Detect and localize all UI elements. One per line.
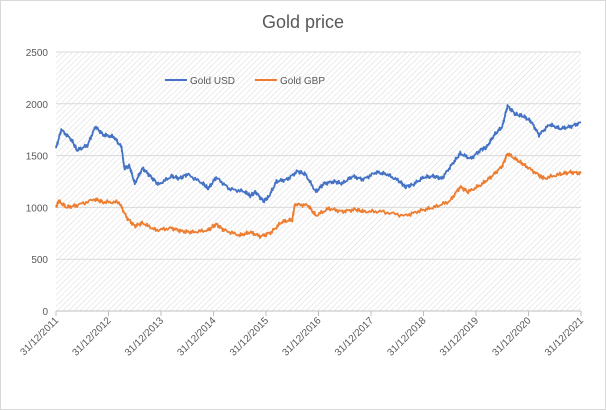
y-tick-label: 2000 bbox=[26, 100, 49, 111]
legend: Gold USD Gold GBP bbox=[165, 76, 325, 87]
series-line-gold-gbp bbox=[55, 152, 582, 240]
series-line-gold-usd bbox=[55, 104, 581, 204]
plot-area bbox=[56, 52, 581, 311]
legend-label: Gold GBP bbox=[280, 76, 325, 87]
y-tick-label: 0 bbox=[42, 307, 48, 318]
y-tick-label: 1000 bbox=[26, 203, 49, 214]
chart-title: Gold price bbox=[262, 12, 344, 32]
legend-label: Gold USD bbox=[190, 76, 235, 87]
y-tick-label: 500 bbox=[31, 255, 48, 266]
y-tick-label: 1500 bbox=[26, 152, 49, 163]
y-tick-label: 2500 bbox=[26, 48, 49, 59]
